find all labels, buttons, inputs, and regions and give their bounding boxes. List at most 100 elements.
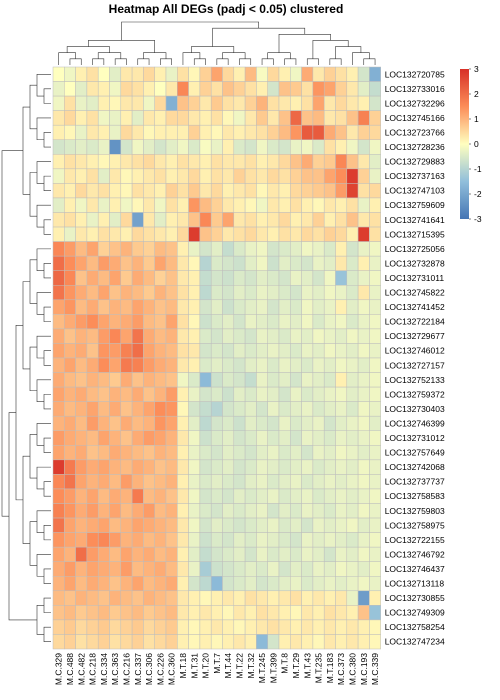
row-label: LOC132715395 [385,229,445,239]
heatmap-cell [210,561,223,577]
heatmap-cell [52,255,65,271]
heatmap-cell [188,532,201,548]
heatmap-cell [267,139,280,155]
heatmap-cell [120,546,133,562]
heatmap-cell [97,445,110,461]
heatmap-cell [312,226,325,242]
heatmap-cell [177,299,189,315]
heatmap-cell [86,139,99,155]
heatmap-cell [210,95,223,111]
heatmap-cell [86,372,99,388]
heatmap-cell [369,255,381,271]
heatmap-cell [256,430,268,446]
heatmap-cell [86,415,99,432]
heatmap-cell [267,561,280,577]
heatmap-cell [233,183,246,199]
heatmap-cell [109,314,122,330]
heatmap-cell [267,154,280,170]
heatmap-cell [64,415,76,432]
heatmap-cell [64,139,76,155]
heatmap-cell [131,124,144,140]
heatmap-cell [210,503,223,519]
heatmap-cell [278,488,291,504]
heatmap-cell [199,590,212,606]
heatmap-cell [131,503,144,519]
heatmap-cell [222,212,235,228]
heatmap-cell [290,605,302,621]
heatmap-cell [188,430,201,446]
heatmap-cell [222,124,235,140]
heatmap-cell [222,183,235,199]
heatmap-cell [86,95,99,111]
heatmap-cell [165,328,178,344]
dendrogram-branch [278,33,331,53]
heatmap-cell [131,270,144,286]
heatmap-cell [222,459,235,475]
heatmap-cell [335,561,348,577]
heatmap-cell [301,328,314,344]
heatmap-cell [165,81,178,97]
heatmap-cell [222,241,235,257]
heatmap-cell [177,517,189,533]
heatmap-cell [143,415,155,432]
heatmap-cell [312,459,325,475]
heatmap-cell [278,357,291,373]
heatmap-cell [346,430,359,446]
heatmap-cell [109,386,122,402]
dendrogram-branch [329,58,342,65]
heatmap-cell [188,445,201,461]
heatmap-cell [188,386,201,402]
heatmap-cell [278,619,291,635]
heatmap-cell [244,139,257,155]
column-label: M.T.44 [223,653,233,679]
heatmap-cell [357,328,370,344]
heatmap-cell [312,241,325,257]
heatmap-cell [267,459,280,475]
heatmap-cell [177,474,189,490]
heatmap-cell [199,255,212,271]
heatmap-cell [346,154,359,170]
heatmap-cell [52,546,65,562]
heatmap-cell [267,328,280,344]
heatmap-cell [244,343,257,359]
heatmap-cell [278,634,291,650]
heatmap-cell [256,590,268,606]
heatmap-cell [210,430,223,446]
row-label: LOC132731012 [385,433,445,443]
heatmap-cell [357,343,370,359]
heatmap-cell [109,139,122,155]
heatmap-cell [64,197,76,213]
dendrogram-branch [58,52,76,65]
heatmap-cell [75,415,88,432]
heatmap-cell [75,66,88,82]
heatmap-cell [278,183,291,199]
heatmap-cell [131,445,144,461]
heatmap-cell [312,343,325,359]
heatmap-cell [97,546,110,562]
heatmap-cell [312,532,325,548]
heatmap-cell [120,445,133,461]
heatmap-cell [86,314,99,330]
heatmap-cell [312,110,325,126]
heatmap-cell [97,372,110,388]
heatmap-cell [357,168,370,184]
heatmap-cell [346,110,359,126]
row-label: LOC132758975 [385,520,445,530]
column-label: M.T.183 [325,653,335,684]
heatmap-cell [177,285,189,301]
heatmap-cell [165,270,178,286]
heatmap-cell [210,66,223,82]
heatmap-cell [109,415,122,432]
row-label: LOC132725056 [385,244,445,254]
heatmap-cell [86,605,99,621]
heatmap-cell [165,314,178,330]
heatmap-cell [346,168,359,184]
heatmap-cell [233,532,246,548]
heatmap-cell [177,634,189,650]
heatmap-cell [165,503,178,519]
heatmap-cell [143,154,155,170]
heatmap-cell [165,386,178,402]
heatmap-cell [143,561,155,577]
heatmap-cell [210,474,223,490]
row-label: LOC132722155 [385,535,445,545]
